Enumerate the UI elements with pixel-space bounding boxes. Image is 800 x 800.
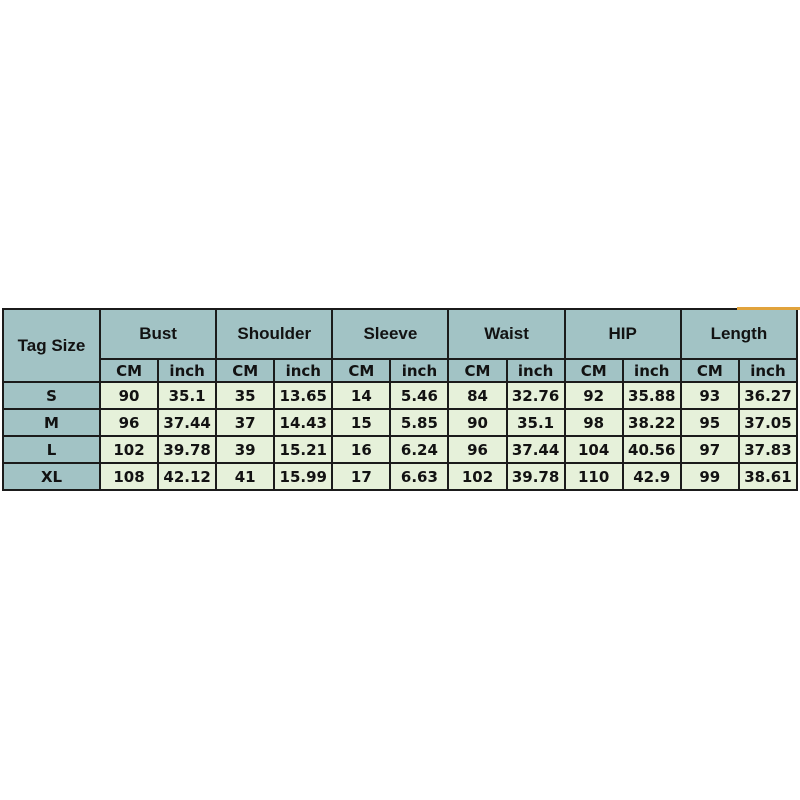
cell-waist-inch: 37.44 (505, 435, 566, 464)
cell-sleeve-inch: 5.85 (389, 408, 450, 437)
unit-header-row: CM inch CM inch CM inch CM inch CM inch … (3, 358, 799, 383)
cell-hip-cm: 92 (563, 381, 624, 410)
cell-length-cm: 93 (679, 381, 740, 410)
tag-size-header: Tag Size (2, 308, 101, 383)
cell-length-inch: 37.83 (737, 435, 799, 464)
group-header-hip: HIP (563, 308, 682, 360)
cell-bust-cm: 102 (98, 435, 160, 464)
cell-length-inch: 37.05 (737, 408, 799, 437)
cell-waist-cm: 90 (447, 408, 508, 437)
cell-sleeve-inch: 5.46 (389, 381, 450, 410)
cell-length-cm: 97 (679, 435, 740, 464)
unit-header-length-cm: CM (679, 358, 740, 383)
cell-bust-cm: 108 (98, 462, 160, 491)
cell-hip-inch: 42.9 (621, 462, 682, 491)
cell-sleeve-cm: 14 (331, 381, 392, 410)
unit-header-bust-cm: CM (98, 358, 160, 383)
cell-length-inch: 36.27 (737, 381, 799, 410)
cell-shoulder-inch: 14.43 (273, 408, 334, 437)
cell-shoulder-inch: 13.65 (273, 381, 334, 410)
cell-shoulder-cm: 39 (215, 435, 276, 464)
group-header-length: Length (679, 308, 799, 360)
cell-hip-inch: 35.88 (621, 381, 682, 410)
unit-header-sleeve-cm: CM (331, 358, 392, 383)
cell-shoulder-cm: 35 (215, 381, 276, 410)
unit-header-bust-inch: inch (157, 358, 218, 383)
cell-length-cm: 95 (679, 408, 740, 437)
unit-header-hip-inch: inch (621, 358, 682, 383)
cell-bust-inch: 37.44 (157, 408, 218, 437)
cell-hip-inch: 40.56 (621, 435, 682, 464)
cell-shoulder-cm: 41 (215, 462, 276, 491)
size-row-l: L 102 39.78 39 15.21 16 6.24 96 37.44 10… (2, 435, 799, 464)
cell-hip-inch: 38.22 (621, 408, 682, 437)
cell-bust-cm: 90 (98, 381, 160, 410)
cell-bust-inch: 35.1 (157, 381, 218, 410)
unit-header-shoulder-cm: CM (215, 358, 276, 383)
unit-header-sleeve-inch: inch (389, 358, 450, 383)
size-label: XL (2, 462, 101, 491)
cell-hip-cm: 104 (563, 435, 624, 464)
cell-sleeve-inch: 6.24 (389, 435, 450, 464)
accent-line (737, 307, 800, 310)
cell-sleeve-cm: 16 (331, 435, 392, 464)
cell-length-cm: 99 (679, 462, 740, 491)
unit-header-hip-cm: CM (563, 358, 624, 383)
size-row-m: M 96 37.44 37 14.43 15 5.85 90 35.1 98 3… (2, 408, 799, 437)
group-header-waist: Waist (447, 308, 566, 360)
cell-shoulder-inch: 15.21 (273, 435, 334, 464)
cell-waist-cm: 84 (447, 381, 508, 410)
cell-waist-inch: 32.76 (505, 381, 566, 410)
size-row-s: S 90 35.1 35 13.65 14 5.46 84 32.76 92 3… (2, 381, 799, 410)
cell-bust-inch: 42.12 (157, 462, 218, 491)
cell-sleeve-cm: 15 (331, 408, 392, 437)
unit-header-waist-cm: CM (447, 358, 508, 383)
size-label: S (2, 381, 101, 410)
cell-sleeve-inch: 6.63 (389, 462, 450, 491)
group-header-sleeve: Sleeve (331, 308, 450, 360)
cell-waist-inch: 35.1 (505, 408, 566, 437)
cell-waist-inch: 39.78 (505, 462, 566, 491)
cell-hip-cm: 98 (563, 408, 624, 437)
cell-bust-inch: 39.78 (157, 435, 218, 464)
size-label: L (2, 435, 101, 464)
unit-header-length-inch: inch (737, 358, 799, 383)
cell-hip-cm: 110 (563, 462, 624, 491)
cell-shoulder-cm: 37 (215, 408, 276, 437)
size-chart-table: Tag Size Bust Shoulder Sleeve Waist HIP … (2, 308, 799, 491)
size-label: M (2, 408, 101, 437)
cell-length-inch: 38.61 (737, 462, 799, 491)
cell-sleeve-cm: 17 (331, 462, 392, 491)
unit-header-shoulder-inch: inch (273, 358, 334, 383)
cell-waist-cm: 96 (447, 435, 508, 464)
cell-shoulder-inch: 15.99 (273, 462, 334, 491)
cell-bust-cm: 96 (98, 408, 160, 437)
size-row-xl: XL 108 42.12 41 15.99 17 6.63 102 39.78 … (2, 462, 799, 491)
group-header-shoulder: Shoulder (215, 308, 334, 360)
group-header-bust: Bust (98, 308, 218, 360)
cell-waist-cm: 102 (447, 462, 508, 491)
group-header-row: Tag Size Bust Shoulder Sleeve Waist HIP … (2, 308, 799, 383)
unit-header-waist-inch: inch (505, 358, 566, 383)
